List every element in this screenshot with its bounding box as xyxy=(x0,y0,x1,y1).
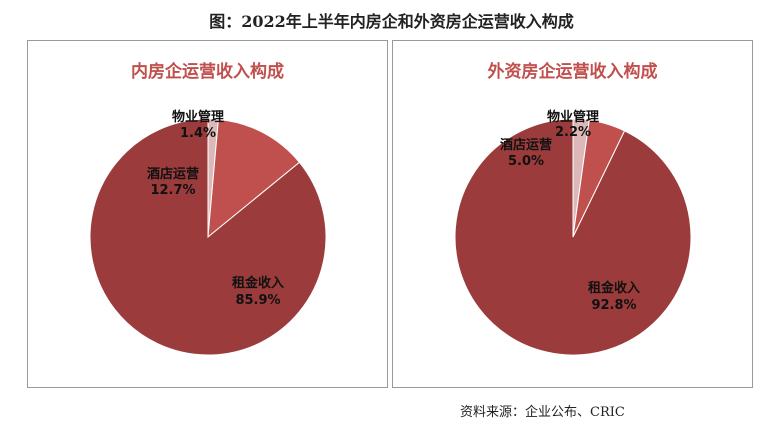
slice-value-label: 92.8% xyxy=(591,298,636,313)
slice-category-label: 物业管理 xyxy=(172,109,224,125)
slice-value-label: 85.9% xyxy=(235,293,280,308)
slice-value-label: 2.2% xyxy=(555,125,591,140)
slice-category-label: 酒店运营 xyxy=(500,137,552,153)
slice-value-label: 5.0% xyxy=(508,154,544,169)
slice-category-label: 酒店运营 xyxy=(147,166,199,182)
slice-category-label: 租金收入 xyxy=(232,275,284,291)
pie-title: 内房企运营收入构成 xyxy=(131,62,284,82)
slice-category-label: 租金收入 xyxy=(588,280,640,296)
source-note: 资料来源：企业公布、CRIC xyxy=(460,405,625,420)
pie-slice xyxy=(454,118,692,356)
pie-slice xyxy=(207,118,301,239)
slice-category-label: 物业管理 xyxy=(547,109,599,125)
pie-panel-domestic: 内房企运营收入构成 物业管理 1.4% 酒店运营 12.7% 租金收入 85.9% xyxy=(27,40,388,388)
slice-value-label: 12.7% xyxy=(150,183,195,198)
pie-panel-foreign: 外资房企运营收入构成 物业管理 2.2% 酒店运营 5.0% 租金收入 92.8% xyxy=(392,40,753,388)
pie-slice xyxy=(89,118,327,356)
slice-value-label: 1.4% xyxy=(180,126,216,141)
chart-title: 图：2022年上半年内房企和外资房企运营收入构成 xyxy=(209,12,574,31)
pie-title: 外资房企运营收入构成 xyxy=(487,62,658,82)
